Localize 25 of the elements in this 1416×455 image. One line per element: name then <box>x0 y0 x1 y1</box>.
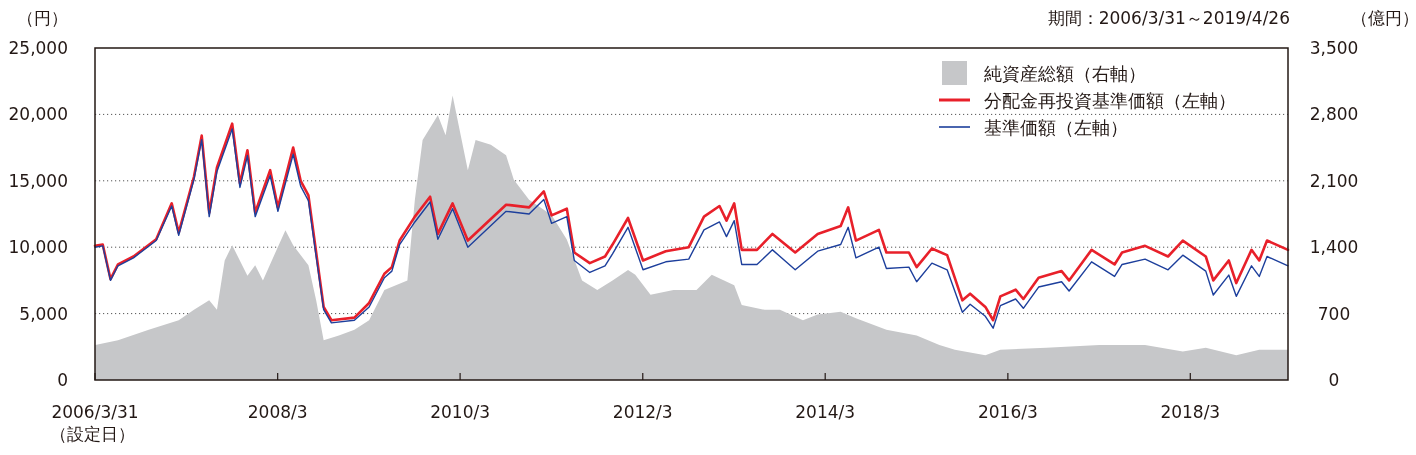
legend-label: 純資産総額（右軸） <box>984 63 1146 84</box>
y-tick-label: 5,000 <box>19 303 68 324</box>
x-tick-label: 2008/3 <box>247 402 308 422</box>
y2-tick-label: 3,500 <box>1309 38 1359 58</box>
y2-tick-label: 1,400 <box>1309 237 1359 258</box>
y-tick-label: 25,000 <box>8 38 68 58</box>
x-tick-label: 2018/3 <box>1160 402 1221 422</box>
x-tick-label: 2010/3 <box>430 402 490 422</box>
y2-tick-label: 2,100 <box>1309 170 1359 191</box>
y-tick-label: 10,000 <box>8 237 68 258</box>
legend-label: 基準価額（左軸） <box>984 117 1128 138</box>
y-tick-label: 15,000 <box>8 170 68 191</box>
y2-tick-label: 700 <box>1317 303 1351 324</box>
x-tick-label: 2016/3 <box>977 402 1038 422</box>
y2-tick-label: 0 <box>1328 370 1340 390</box>
y2-axis-title: （億円） <box>1351 8 1416 28</box>
x-tick-label: 2012/3 <box>612 402 673 422</box>
y-tick-label: 0 <box>57 370 68 390</box>
legend-label: 分配金再投資基準価額（左軸） <box>984 90 1236 111</box>
x-tick-label: 2014/3 <box>795 402 856 422</box>
y2-tick-label: 2,800 <box>1309 104 1359 125</box>
y-tick-label: 20,000 <box>8 104 68 125</box>
chart-subtitle: 期間：2006/3/31～2019/4/26 <box>1047 8 1290 28</box>
x-tick-label: 2006/3/31 （設定日） <box>49 402 139 444</box>
y-axis-title: （円） <box>16 8 68 28</box>
